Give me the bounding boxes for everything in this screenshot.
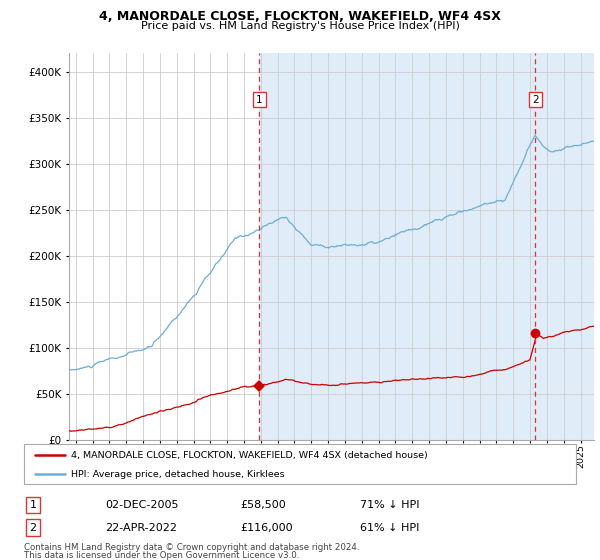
- Text: 71% ↓ HPI: 71% ↓ HPI: [360, 500, 419, 510]
- Text: 1: 1: [256, 95, 263, 105]
- Text: 22-APR-2022: 22-APR-2022: [105, 522, 177, 533]
- Text: 61% ↓ HPI: 61% ↓ HPI: [360, 522, 419, 533]
- Text: HPI: Average price, detached house, Kirklees: HPI: Average price, detached house, Kirk…: [71, 470, 284, 479]
- Text: 1: 1: [29, 500, 37, 510]
- Text: 02-DEC-2005: 02-DEC-2005: [105, 500, 179, 510]
- FancyBboxPatch shape: [24, 444, 576, 484]
- Text: This data is licensed under the Open Government Licence v3.0.: This data is licensed under the Open Gov…: [24, 551, 299, 560]
- Text: £58,500: £58,500: [240, 500, 286, 510]
- Text: 2: 2: [532, 95, 539, 105]
- Text: 4, MANORDALE CLOSE, FLOCKTON, WAKEFIELD, WF4 4SX (detached house): 4, MANORDALE CLOSE, FLOCKTON, WAKEFIELD,…: [71, 451, 428, 460]
- Text: Price paid vs. HM Land Registry's House Price Index (HPI): Price paid vs. HM Land Registry's House …: [140, 21, 460, 31]
- Text: 4, MANORDALE CLOSE, FLOCKTON, WAKEFIELD, WF4 4SX: 4, MANORDALE CLOSE, FLOCKTON, WAKEFIELD,…: [99, 10, 501, 23]
- Bar: [259, 53, 594, 440]
- Text: £116,000: £116,000: [240, 522, 293, 533]
- Text: 2: 2: [29, 522, 37, 533]
- Text: Contains HM Land Registry data © Crown copyright and database right 2024.: Contains HM Land Registry data © Crown c…: [24, 543, 359, 552]
